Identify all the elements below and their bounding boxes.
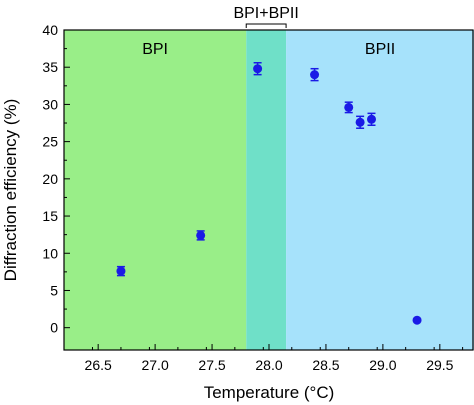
- x-tick-label-2: 27.5: [198, 357, 225, 373]
- region-label-2: BPII: [365, 41, 395, 58]
- y-tick-label-0: 0: [50, 320, 58, 336]
- data-point-2: [253, 64, 263, 74]
- y-tick-label-8: 40: [42, 22, 58, 38]
- data-point-1: [196, 230, 206, 240]
- data-point-6: [367, 114, 376, 124]
- region-1: [246, 30, 287, 350]
- region-labels: BPI BPI+BPII BPII: [142, 5, 395, 58]
- data-point-3: [310, 70, 320, 80]
- x-tick-label-5: 29.0: [369, 357, 396, 373]
- x-tick-label-4: 28.5: [312, 357, 339, 373]
- background-regions: [64, 30, 474, 350]
- region-bracket-1: [245, 23, 287, 28]
- y-tick-label-6: 30: [42, 96, 58, 112]
- data-point-5: [355, 117, 365, 127]
- region-label-1: BPI+BPII: [233, 5, 298, 22]
- y-tick-label-3: 15: [42, 208, 58, 224]
- region-0: [64, 30, 247, 350]
- y-tick-label-4: 20: [42, 171, 58, 187]
- y-tick-label-1: 5: [50, 282, 58, 298]
- x-tick-label-0: 26.5: [85, 357, 112, 373]
- y-axis-title: Diffraction efficiency (%): [1, 99, 20, 282]
- data-points: [116, 61, 422, 325]
- x-tick-label-1: 27.0: [141, 357, 168, 373]
- region-2: [286, 30, 474, 350]
- y-tick-label-7: 35: [42, 59, 58, 75]
- y-tick-label-2: 10: [42, 245, 58, 261]
- x-tick-label-6: 29.5: [426, 357, 453, 373]
- y-tick-label-5: 25: [42, 134, 58, 150]
- x-axis-title: Temperature (°C): [204, 383, 335, 402]
- region-label-0: BPI: [142, 41, 168, 58]
- data-point-0: [116, 266, 126, 276]
- x-axis-ticks: 26.5 27.0 27.5 28.0 28.5 29.0 29.5: [63, 344, 464, 373]
- data-point-4: [344, 102, 354, 112]
- data-point-7: [412, 315, 422, 325]
- y-axis-ticks: 0 5 10 15 20 25 30 35 40: [42, 22, 70, 336]
- x-tick-label-3: 28.0: [255, 357, 282, 373]
